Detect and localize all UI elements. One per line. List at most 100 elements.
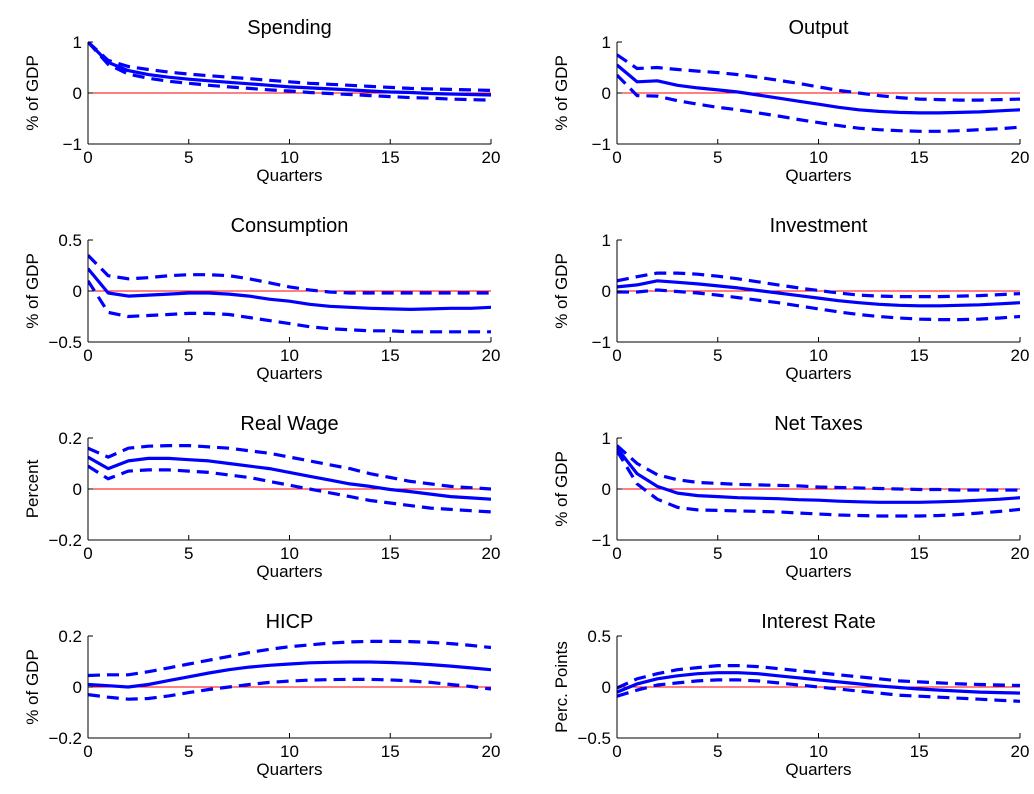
series-group [88, 254, 491, 334]
series-group [88, 444, 491, 514]
series-group [617, 271, 1020, 322]
lower-band-line [88, 677, 491, 701]
y-tick-label: 0 [73, 480, 82, 499]
y-axis-label: % of GDP [552, 451, 571, 527]
x-tick-label: 20 [482, 346, 501, 365]
upper-band-line [88, 42, 491, 92]
x-tick-label: 0 [83, 148, 92, 167]
x-axis-label: Quarters [256, 760, 322, 779]
series-group [88, 42, 491, 102]
y-axis-label: % of GDP [552, 55, 571, 131]
x-axis-label: Quarters [256, 166, 322, 185]
estimate-line [617, 63, 1020, 115]
y-tick-label: 1 [602, 33, 611, 52]
panel-title: Interest Rate [761, 611, 876, 633]
x-axis-label: Quarters [785, 166, 851, 185]
x-tick-label: 5 [184, 346, 193, 365]
upper-band-line [88, 444, 491, 491]
estimate-line [617, 279, 1020, 308]
y-tick-label: −1 [592, 531, 611, 550]
y-axis-label: % of GDP [23, 649, 42, 725]
x-tick-label: 15 [910, 148, 929, 167]
x-axis-label: Quarters [256, 364, 322, 383]
x-tick-label: 5 [713, 148, 722, 167]
series-group [617, 663, 1020, 703]
panel-title: Investment [770, 215, 868, 237]
x-tick-label: 15 [381, 544, 400, 563]
lower-band-line [617, 678, 1020, 703]
x-tick-label: 10 [809, 148, 828, 167]
panel-title: Spending [247, 17, 332, 39]
x-tick-label: 15 [910, 742, 929, 761]
x-tick-label: 15 [381, 742, 400, 761]
y-tick-label: 0 [602, 480, 611, 499]
x-tick-label: 5 [713, 544, 722, 563]
panel-title: Output [788, 17, 848, 39]
upper-band-line [88, 254, 491, 295]
y-tick-label: 1 [602, 231, 611, 250]
x-axis-label: Quarters [256, 562, 322, 581]
x-tick-label: 5 [184, 544, 193, 563]
y-tick-label: 0 [73, 84, 82, 103]
upper-band-line [88, 639, 491, 678]
x-tick-label: 0 [612, 544, 621, 563]
estimate-line [617, 671, 1020, 695]
x-tick-label: 0 [83, 544, 92, 563]
upper-band-line [617, 271, 1020, 299]
x-tick-label: 20 [482, 742, 501, 761]
x-tick-label: 20 [1011, 148, 1030, 167]
x-tick-label: 5 [184, 742, 193, 761]
lower-band-line [617, 73, 1020, 133]
y-tick-label: 0 [602, 678, 611, 697]
series-group [617, 444, 1020, 518]
y-axis-label: % of GDP [552, 253, 571, 329]
y-tick-label: −1 [592, 135, 611, 154]
lower-band-line [617, 449, 1020, 518]
x-tick-label: 0 [83, 742, 92, 761]
x-axis-label: Quarters [785, 760, 851, 779]
estimate-line [88, 267, 491, 311]
y-tick-label: −1 [63, 135, 82, 154]
estimate-line [617, 447, 1020, 504]
x-tick-label: 15 [910, 346, 929, 365]
y-axis-label: Perc. Points [552, 641, 571, 733]
estimate-line [88, 42, 491, 97]
lower-band-line [88, 42, 491, 102]
y-axis-label: % of GDP [23, 55, 42, 131]
x-tick-label: 10 [809, 346, 828, 365]
x-tick-label: 0 [612, 148, 621, 167]
x-tick-label: 10 [280, 346, 299, 365]
y-tick-label: −0.2 [48, 729, 82, 748]
x-tick-label: 0 [612, 742, 621, 761]
y-tick-label: 0.2 [58, 429, 82, 448]
series-group [88, 639, 491, 701]
panel-title: Consumption [231, 215, 349, 237]
estimate-line [88, 660, 491, 689]
x-tick-label: 20 [1011, 346, 1030, 365]
x-tick-label: 10 [809, 544, 828, 563]
y-tick-label: 1 [73, 33, 82, 52]
y-tick-label: 0 [73, 282, 82, 301]
y-tick-label: −0.5 [577, 729, 611, 748]
x-tick-label: 0 [612, 346, 621, 365]
lower-band-line [617, 288, 1020, 322]
y-tick-label: 0 [602, 282, 611, 301]
series-group [617, 53, 1020, 133]
panel-title: HICP [266, 611, 314, 633]
x-axis-label: Quarters [785, 562, 851, 581]
upper-band-line [617, 53, 1020, 102]
x-tick-label: 0 [83, 346, 92, 365]
y-tick-label: 1 [602, 429, 611, 448]
x-tick-label: 20 [482, 148, 501, 167]
y-tick-label: 0.5 [58, 231, 82, 250]
x-tick-label: 20 [482, 544, 501, 563]
estimate-line [88, 455, 491, 501]
y-tick-label: 0 [73, 678, 82, 697]
